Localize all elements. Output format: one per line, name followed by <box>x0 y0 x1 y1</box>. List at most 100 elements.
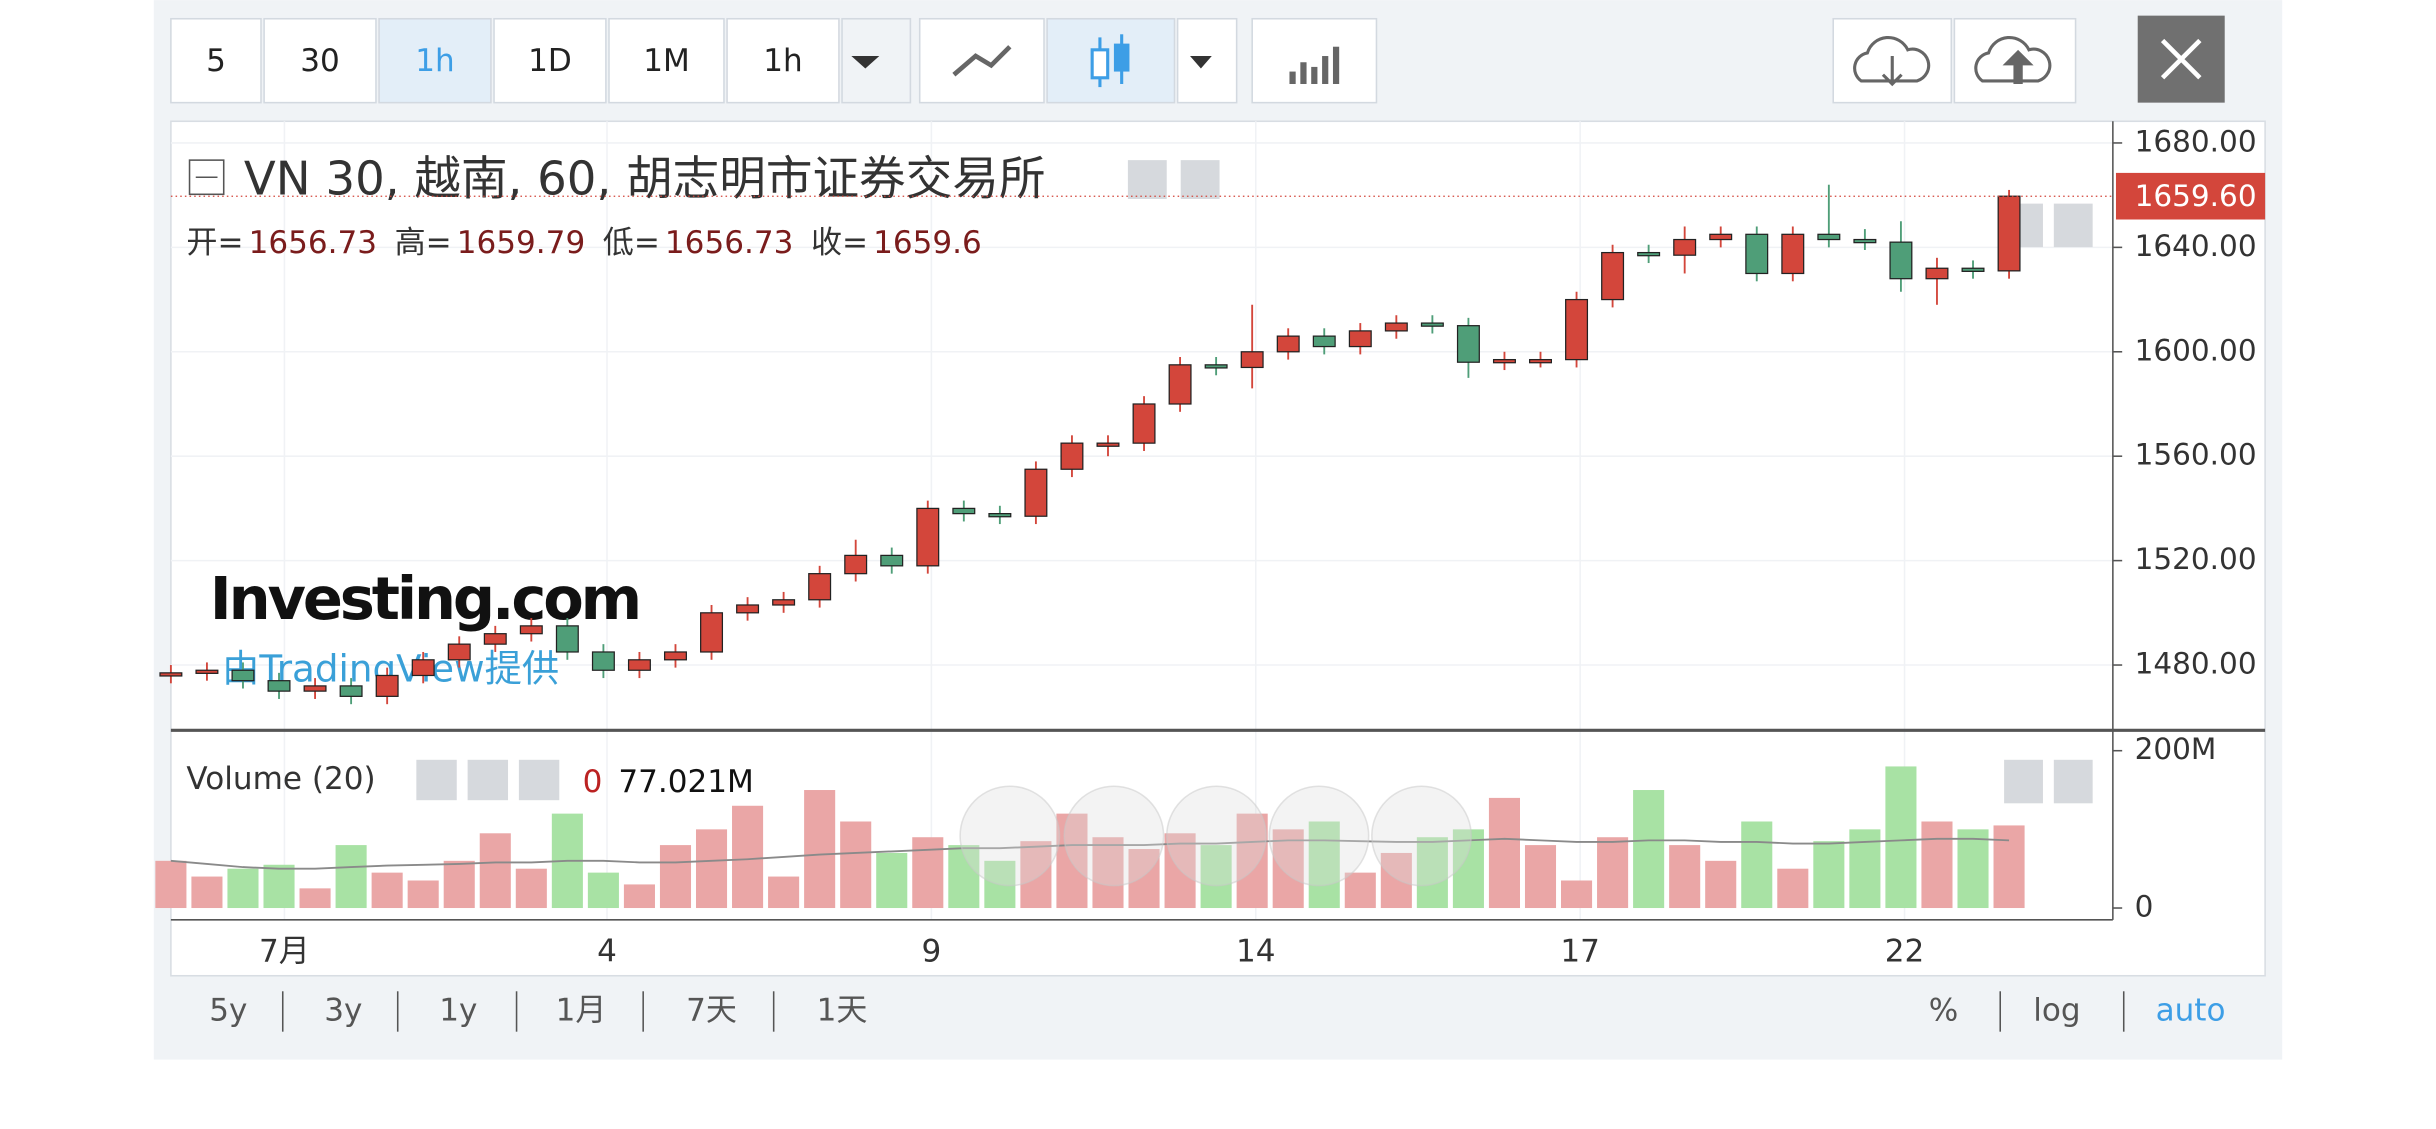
candle-body <box>1817 233 1841 241</box>
volume-bar <box>768 876 800 909</box>
candle-body <box>1781 233 1805 275</box>
volume-bar <box>263 864 295 909</box>
candle-body <box>1529 358 1553 364</box>
range-option[interactable]: 7天 <box>686 992 737 1028</box>
candle-body <box>1384 322 1408 332</box>
candle-body <box>1312 335 1336 348</box>
scale-option[interactable]: % <box>1929 992 1959 1028</box>
x-tick-label: 4 <box>597 933 617 969</box>
nav-button[interactable] <box>1165 785 1267 887</box>
candle-body <box>1348 330 1372 348</box>
volume-bar <box>1597 837 1629 909</box>
volume-title: Volume (20) <box>186 761 375 797</box>
volume-bar <box>1669 845 1701 909</box>
volume-bar <box>1344 872 1376 909</box>
range-option[interactable]: 5y <box>209 992 247 1028</box>
volume-bar <box>1885 766 1917 909</box>
grid <box>170 121 2113 920</box>
volume-bar <box>479 833 511 909</box>
volume-legend: 0 <box>583 764 603 800</box>
scale-option[interactable]: auto <box>2156 992 2226 1028</box>
interval-button[interactable] <box>726 17 840 104</box>
range-option[interactable]: 1y <box>439 992 477 1028</box>
candle-body <box>1060 442 1084 470</box>
indicator-button[interactable] <box>1251 17 1378 104</box>
line-icon <box>952 45 1012 77</box>
range-option[interactable]: 1天 <box>817 992 868 1028</box>
volume-bar <box>1200 845 1232 909</box>
interval-button[interactable] <box>378 17 492 104</box>
volume-bar <box>335 845 367 909</box>
candle-icon <box>1090 34 1130 88</box>
candle-body <box>483 633 507 645</box>
interval-button[interactable] <box>493 17 607 104</box>
interval-button[interactable] <box>263 17 377 104</box>
candle-body <box>627 659 651 671</box>
volume-bar <box>1957 829 1989 909</box>
candle-body <box>159 672 183 677</box>
y-tick-label: 1600.00 <box>2135 333 2257 367</box>
range-bar <box>170 978 2266 1045</box>
candle-button[interactable] <box>1046 17 1176 104</box>
candle-body <box>303 685 327 692</box>
last-price-box <box>2115 172 2266 220</box>
volume-bar <box>1633 790 1665 909</box>
interval-label: 30 <box>300 43 340 79</box>
candle-body <box>700 612 724 653</box>
volume-bar <box>1561 880 1593 909</box>
candle-body <box>1204 364 1228 369</box>
candle-body <box>375 674 399 697</box>
watermark-brand: Investing.com <box>210 564 639 633</box>
candle-body <box>195 669 219 674</box>
volume-bar <box>1092 837 1124 909</box>
volume-bar <box>1993 825 2025 909</box>
cloud-down <box>1853 36 1931 87</box>
title-icons <box>416 160 2093 804</box>
ohlc-value: 1656.73 <box>249 225 377 261</box>
nav-button[interactable] <box>1063 785 1165 887</box>
interval-label: 5 <box>206 43 226 79</box>
volume-bar <box>695 829 728 909</box>
nav-button[interactable] <box>1268 785 1370 887</box>
volume-bar <box>587 872 619 909</box>
range-option[interactable]: 1月 <box>556 992 607 1028</box>
candle-body <box>952 507 976 515</box>
bar-icon <box>1289 46 1340 84</box>
interval-dropdown[interactable] <box>841 17 912 104</box>
candle-body <box>808 573 832 601</box>
candle-body <box>1853 238 1877 244</box>
candle-body <box>1132 403 1156 444</box>
scale-option[interactable]: log <box>2033 992 2080 1028</box>
range-option[interactable]: 3y <box>324 992 362 1028</box>
collapse-icon <box>188 159 225 196</box>
interval-label: 1D <box>528 43 572 79</box>
volume-bar <box>1380 852 1412 909</box>
volume-bar <box>1272 829 1304 909</box>
volume-bar <box>299 888 331 909</box>
volume-bar <box>227 868 259 909</box>
volume-bar <box>155 860 187 909</box>
interval-label: 1h <box>415 43 454 79</box>
ohlc-key: 开= <box>186 225 243 261</box>
interval-button[interactable] <box>608 17 725 104</box>
nav-button[interactable] <box>1371 785 1473 887</box>
volume-bar <box>1416 837 1448 909</box>
nav-button[interactable] <box>959 785 1061 887</box>
volume-bar <box>1236 813 1268 909</box>
volume-bar <box>1020 841 1052 909</box>
volume-bar <box>804 790 836 909</box>
y-tick-label: 1680.00 <box>2135 124 2257 158</box>
volume-bar <box>1741 821 1773 909</box>
interval-button[interactable] <box>170 17 262 104</box>
y-tick-label: 0 <box>2135 890 2154 924</box>
candle-body <box>339 685 363 697</box>
y-tick-label: 1480.00 <box>2135 647 2257 681</box>
candle-body <box>1637 251 1661 257</box>
interval-label: 1h <box>763 43 802 79</box>
ohlc-value: 1659.79 <box>457 225 585 261</box>
volume-bar <box>515 868 547 909</box>
volume-bar <box>912 837 944 909</box>
candle-body <box>772 599 796 606</box>
